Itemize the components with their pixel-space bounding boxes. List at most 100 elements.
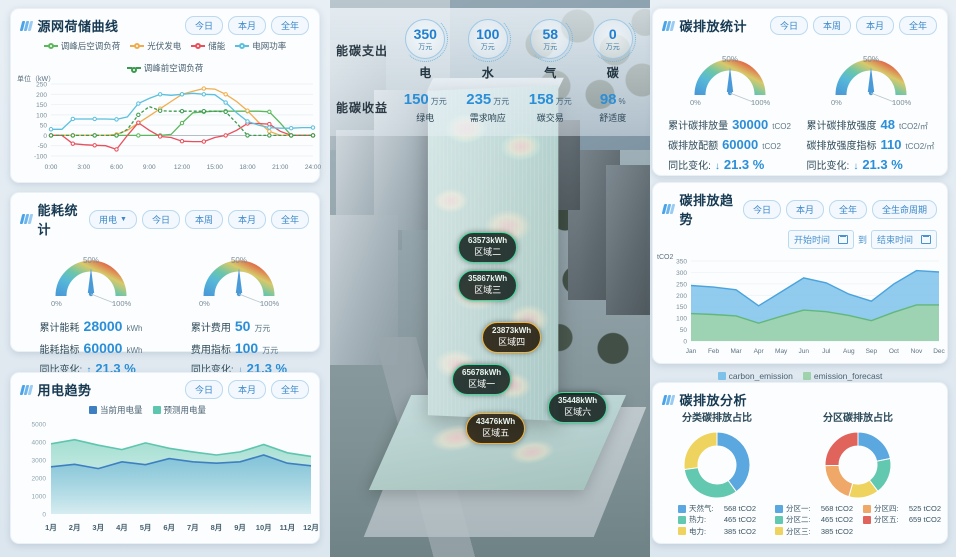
range-button-today[interactable]: 今日 (184, 380, 223, 399)
legend-value: 465 tCO2 (820, 515, 853, 525)
svg-text:Nov: Nov (911, 348, 923, 355)
svg-text:300: 300 (676, 270, 687, 277)
range-button-month[interactable]: 本月 (785, 199, 824, 219)
range-button-today[interactable]: 今日 (742, 199, 781, 219)
benefit-unit: 万元 (555, 96, 572, 106)
end-date-input[interactable]: 结束时间 (870, 230, 937, 249)
chart-legend: 当前用电量 预测用电量 (11, 401, 319, 416)
stat-value: 28000 (83, 318, 123, 334)
benefit-item[interactable]: 150 万元 绿电 (394, 91, 457, 124)
range-button-month[interactable]: 本月 (227, 209, 266, 229)
range-button-year[interactable]: 全年 (828, 199, 867, 219)
range-button-year[interactable]: 全年 (270, 380, 309, 399)
donut-legend: 分区一: 568 tCO2 分区二: 465 tCO2 分区三: 385 tCO2 分区四:… (775, 503, 941, 537)
legend-item[interactable]: 当前用电量 (89, 404, 143, 416)
legend-item[interactable]: 电网功率 (235, 40, 286, 52)
legend-marker (126, 66, 141, 73)
range-button-month[interactable]: 本月 (227, 380, 266, 399)
benefit-unit: % (618, 96, 626, 106)
legend-item[interactable]: 电力: 385 tCO2 (678, 526, 756, 537)
benefit-name: 舒适度 (599, 112, 627, 123)
legend-item[interactable]: emission_forecast (802, 371, 882, 381)
legend-value: 568 tCO2 (820, 504, 853, 513)
benefit-item[interactable]: 158 万元 碳交易 (519, 91, 582, 124)
range-button-year[interactable]: 全年 (270, 16, 309, 35)
energy-type-dropdown[interactable]: 用电 ▼ (88, 209, 137, 229)
legend-item[interactable]: 分区三: 385 tCO2 (775, 526, 853, 537)
legend-item[interactable]: 分区四: 525 tCO2 (863, 503, 941, 514)
start-date-input[interactable]: 开始时间 (787, 230, 854, 249)
legend-item[interactable]: 光伏发电 (130, 40, 181, 52)
svg-text:0%: 0% (51, 299, 62, 308)
zone-name: 区域一 (468, 379, 496, 389)
zone-name: 区域二 (474, 247, 502, 257)
benefit-unit: 万元 (430, 96, 447, 106)
svg-text:18:00: 18:00 (239, 164, 256, 171)
legend-item[interactable]: 调峰后空调负荷 (43, 40, 120, 52)
range-button-today[interactable]: 今日 (769, 16, 808, 35)
range-button-week[interactable]: 本周 (812, 16, 851, 35)
trend-down-icon: ↓ (714, 161, 720, 173)
range-button-lifecycle[interactable]: 全生命周期 (871, 199, 937, 219)
zone-label[interactable]: 35448kWh 区域六 (548, 392, 608, 424)
benefit-unit: 万元 (493, 96, 510, 106)
zone-label[interactable]: 65678kWh 区域一 (452, 364, 512, 396)
expense-item[interactable]: 100 万元 水 (457, 16, 520, 81)
range-button-today[interactable]: 今日 (184, 16, 223, 35)
benefit-name: 需求响应 (469, 112, 506, 123)
zone-label[interactable]: 35867kWh 区域三 (458, 270, 518, 302)
zone-value: 63573kWh (468, 236, 508, 245)
stat-unit: tCO2/㎡ (905, 142, 935, 152)
range-button-year[interactable]: 全年 (898, 16, 937, 35)
svg-text:250: 250 (36, 82, 47, 89)
ring-gauge: 0 万元 (589, 16, 636, 62)
legend-item[interactable]: 分区一: 568 tCO2 (775, 503, 853, 514)
chart-legend: 调峰后空调负荷 光伏发电 储能 电网功率调峰前空调负荷 (11, 37, 319, 74)
range-button-week[interactable]: 本周 (184, 209, 223, 229)
title-bars-icon (661, 394, 675, 405)
zone-label[interactable]: 43476kWh 区域五 (466, 413, 526, 445)
svg-text:21:00: 21:00 (272, 164, 289, 171)
svg-text:4月: 4月 (116, 523, 128, 532)
zone-label[interactable]: 23873kWh 区域四 (482, 322, 542, 354)
category-donut-chart[interactable] (669, 427, 765, 503)
legend-marker (863, 504, 871, 513)
range-button-year[interactable]: 全年 (270, 209, 309, 229)
change-label: 同比变化: (190, 365, 234, 377)
legend-item[interactable]: 天然气: 568 tCO2 (678, 503, 756, 514)
zone-label[interactable]: 63573kWh 区域二 (458, 232, 518, 264)
donut-cell-zone: 分区碳排放占比 分区一: 568 tCO2 分区二: 465 tCO2 分区三: 385 … (775, 409, 941, 537)
svg-text:3月: 3月 (92, 523, 104, 532)
legend-item[interactable]: carbon_emission (717, 371, 793, 381)
zone-donut-chart[interactable] (810, 427, 906, 503)
svg-text:10月: 10月 (256, 523, 272, 532)
legend-value: 568 tCO2 (723, 504, 756, 513)
legend-item[interactable]: 预测用电量 (152, 404, 206, 416)
expense-item[interactable]: 58 万元 气 (519, 16, 582, 81)
gauge-cell-consumption: 50% 0% 100% 累计能耗 28000 kWh 能耗指标 60000 kWh 同比变化… (17, 248, 165, 380)
expense-unit: 万元 (480, 43, 495, 51)
legend-item[interactable]: 分区五: 659 tCO2 (863, 514, 941, 525)
legend-item[interactable]: 分区二: 465 tCO2 (775, 514, 853, 525)
range-button-month[interactable]: 本月 (855, 16, 894, 35)
expense-name: 碳 (606, 66, 619, 80)
legend-item[interactable]: 储能 (191, 40, 225, 52)
svg-text:Aug: Aug (843, 348, 855, 355)
legend-item[interactable]: 热力: 465 tCO2 (678, 514, 756, 525)
benefit-item[interactable]: 98% 舒适度 (582, 91, 645, 124)
expense-item[interactable]: 350 万元 电 (394, 16, 457, 81)
benefit-item[interactable]: 235 万元 需求响应 (457, 91, 520, 124)
svg-text:-50: -50 (38, 143, 48, 150)
svg-text:0:00: 0:00 (45, 164, 58, 171)
range-button-month[interactable]: 本月 (227, 16, 266, 35)
ring-gauge: 100 万元 (464, 16, 511, 62)
expense-item[interactable]: 0 万元 碳 (582, 16, 645, 81)
stat-label: 碳排放强度指标 (806, 141, 877, 153)
range-button-today[interactable]: 今日 (141, 209, 180, 229)
svg-text:5月: 5月 (140, 523, 152, 532)
legend-item[interactable]: 调峰前空调负荷 (126, 62, 203, 74)
svg-text:-100: -100 (34, 154, 47, 161)
gauge-group: 50% 0% 100% 累计能耗 28000 kWh 能耗指标 60000 kWh 同比变化… (11, 240, 319, 388)
svg-text:Oct: Oct (889, 348, 899, 355)
card-title: 碳排放趋势 (679, 193, 734, 227)
